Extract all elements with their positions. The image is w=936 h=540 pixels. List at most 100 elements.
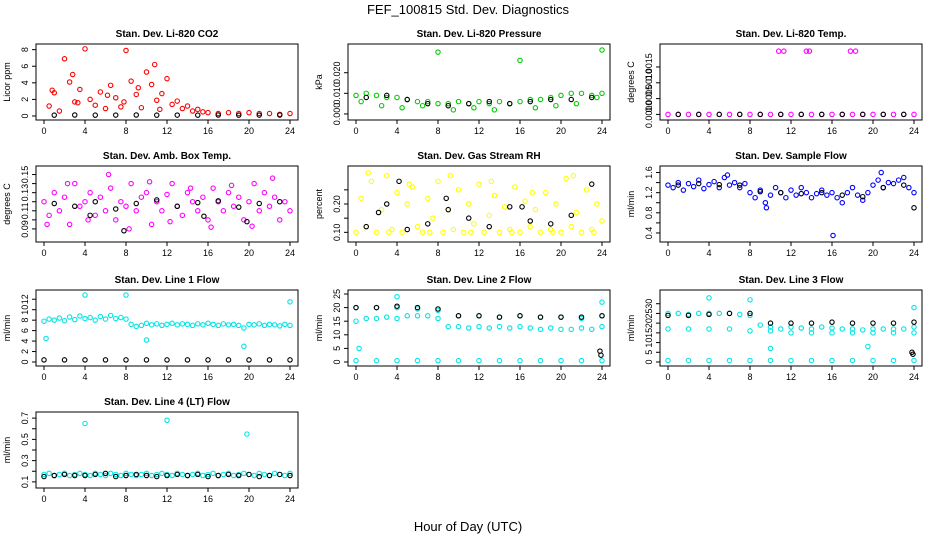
data-point xyxy=(164,321,170,328)
data-point xyxy=(373,229,380,236)
data-point xyxy=(859,111,866,118)
data-point xyxy=(808,330,815,336)
data-point xyxy=(102,105,109,112)
data-point xyxy=(256,208,262,214)
y-axis-label: ml/min xyxy=(2,315,12,342)
data-point xyxy=(251,322,257,328)
data-point xyxy=(486,223,492,230)
data-point xyxy=(394,315,400,322)
data-point xyxy=(747,328,753,334)
data-point xyxy=(164,417,170,423)
data-point xyxy=(373,315,380,322)
data-point xyxy=(890,180,897,187)
data-point xyxy=(706,326,712,332)
panel-title: Stan. Dev. Line 1 Flow xyxy=(115,275,220,286)
data-point xyxy=(763,205,770,211)
data-point xyxy=(164,357,170,363)
series-all xyxy=(41,417,293,479)
data-point xyxy=(82,292,88,298)
x-tick-label: 8 xyxy=(123,126,128,136)
data-point xyxy=(200,109,206,115)
data-point xyxy=(154,198,160,205)
data-point xyxy=(107,185,114,191)
series-hourly xyxy=(41,470,293,480)
data-point xyxy=(445,100,451,107)
data-point xyxy=(599,90,605,97)
data-point xyxy=(169,320,175,327)
data-point xyxy=(383,172,390,179)
data-point xyxy=(890,111,897,118)
data-point xyxy=(236,472,242,479)
panel-2: Stan. Dev. Li-820 Pressure kPa 0 4 8 12 16 20 24… xyxy=(314,29,611,136)
data-point xyxy=(527,96,533,103)
data-point xyxy=(414,223,421,230)
data-point xyxy=(123,470,129,477)
data-point xyxy=(200,322,206,328)
data-point xyxy=(834,194,840,201)
data-point xyxy=(711,178,717,185)
x-tick-label: 16 xyxy=(203,372,213,382)
data-point xyxy=(69,71,76,78)
data-point xyxy=(675,182,681,188)
data-point xyxy=(517,323,523,330)
data-point xyxy=(269,175,276,181)
data-point xyxy=(148,472,155,479)
series-all xyxy=(353,170,605,236)
data-point xyxy=(419,229,426,236)
data-point xyxy=(550,229,556,236)
y-tick-label: 10 xyxy=(20,305,30,315)
data-point xyxy=(803,189,810,196)
data-point xyxy=(890,330,897,336)
data-point xyxy=(808,320,815,326)
y-tick-label: 0.000 xyxy=(332,103,342,126)
data-point xyxy=(767,357,774,364)
y-tick-label: 1.2 xyxy=(644,186,654,199)
x-tick-label: 8 xyxy=(123,248,128,258)
data-point xyxy=(849,330,856,336)
data-point xyxy=(435,306,441,312)
data-point xyxy=(818,189,825,196)
data-point xyxy=(167,218,173,225)
data-point xyxy=(215,198,222,204)
data-point xyxy=(77,86,83,93)
data-point xyxy=(92,198,99,205)
x-tick-label: 8 xyxy=(435,248,440,258)
data-point xyxy=(665,310,671,317)
x-tick-label: 12 xyxy=(474,372,484,382)
data-point xyxy=(72,180,78,187)
data-point xyxy=(578,229,585,236)
x-tick-label: 4 xyxy=(706,372,711,382)
data-point xyxy=(798,184,804,191)
data-point xyxy=(159,90,165,97)
data-point xyxy=(445,323,451,330)
x-tick-label: 24 xyxy=(909,126,919,136)
data-point xyxy=(164,191,170,198)
data-point xyxy=(690,183,697,190)
data-point xyxy=(757,188,763,195)
data-point xyxy=(537,314,544,320)
x-tick-label: 20 xyxy=(868,126,878,136)
data-point xyxy=(716,181,722,188)
data-point xyxy=(92,471,99,478)
data-point xyxy=(104,92,111,99)
data-point xyxy=(706,311,712,318)
data-point xyxy=(249,223,255,229)
data-point xyxy=(72,472,78,479)
data-point xyxy=(174,112,181,118)
y-tick-label: 0.0015 xyxy=(644,53,654,81)
data-point xyxy=(665,326,671,332)
data-point xyxy=(77,470,83,477)
data-point xyxy=(726,111,733,118)
data-point xyxy=(537,229,544,236)
data-point xyxy=(783,194,789,201)
data-point xyxy=(488,178,495,185)
data-point xyxy=(138,194,145,200)
data-point xyxy=(353,304,359,311)
data-point xyxy=(41,318,47,324)
series-hourly xyxy=(675,111,907,118)
data-point xyxy=(205,109,211,116)
y-tick-label: 0.09 xyxy=(20,220,30,238)
data-point xyxy=(151,61,158,68)
data-point xyxy=(724,172,731,178)
